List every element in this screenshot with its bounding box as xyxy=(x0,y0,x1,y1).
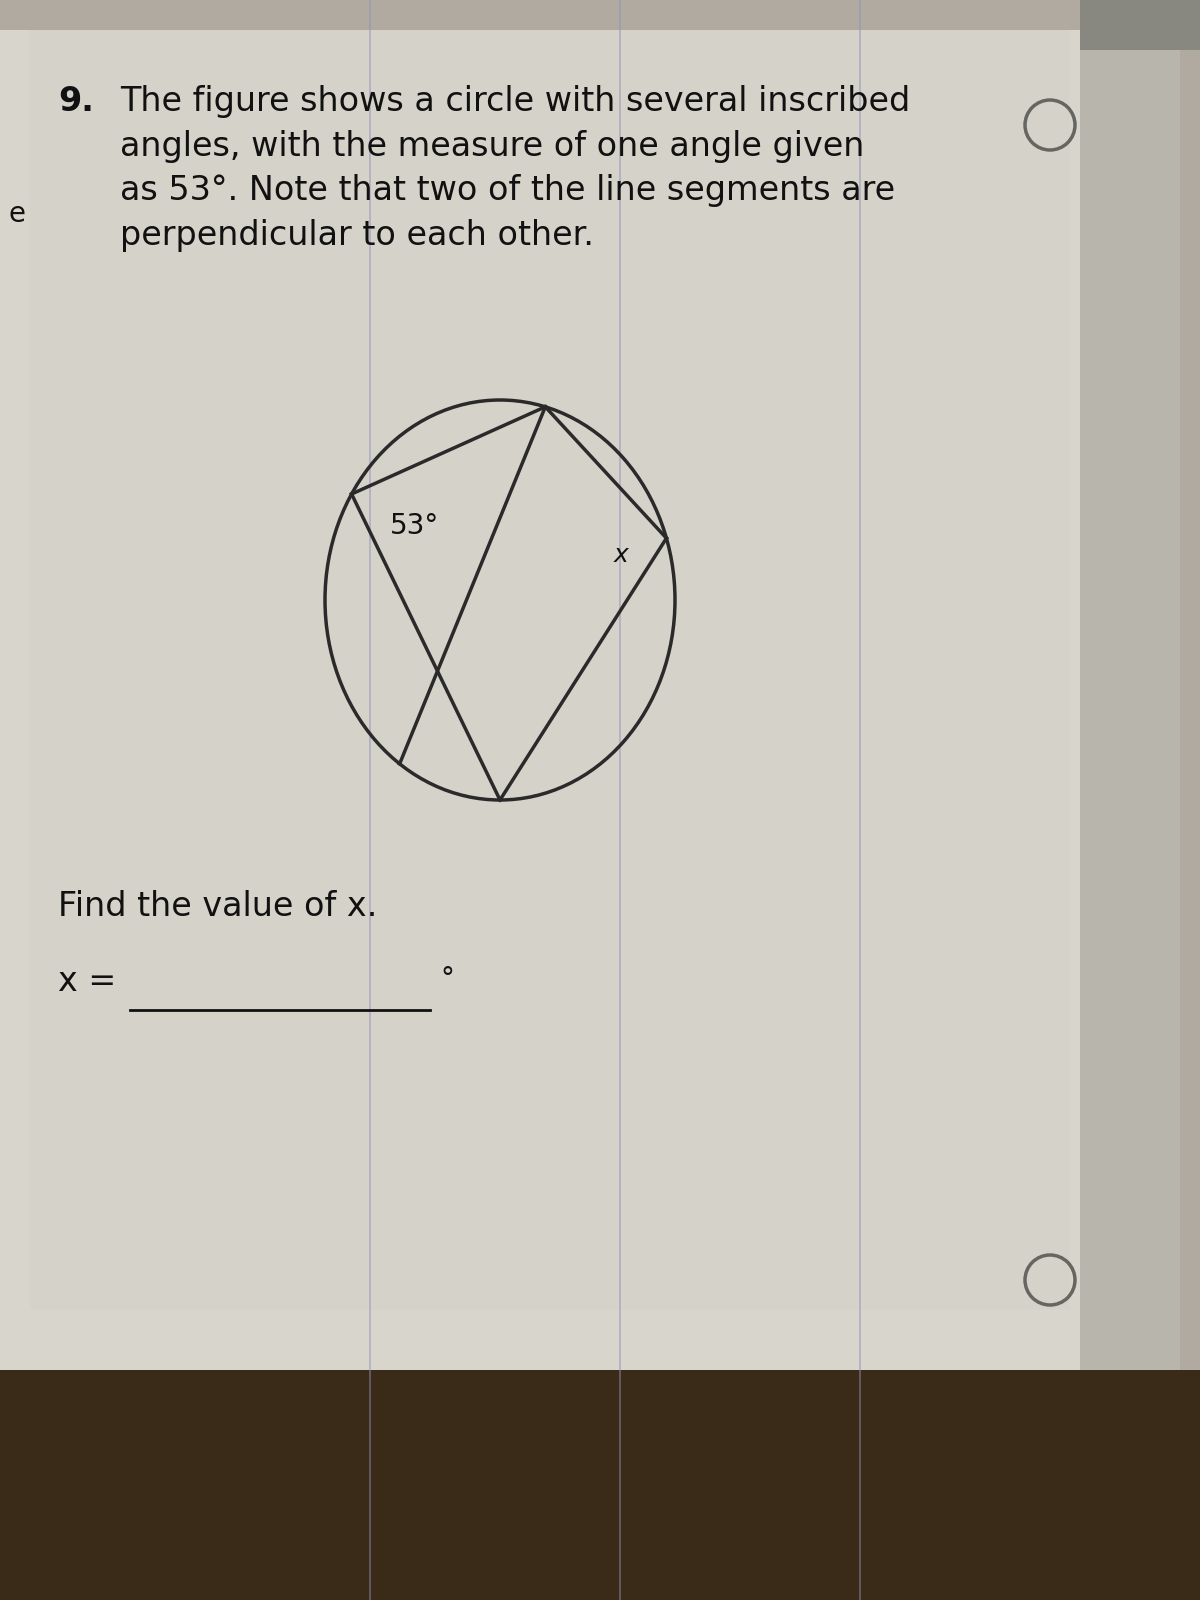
Text: 9.: 9. xyxy=(58,85,94,118)
Bar xyxy=(1080,30,1180,1370)
Text: x =: x = xyxy=(58,965,116,998)
Text: 53°: 53° xyxy=(390,512,439,541)
Text: x: x xyxy=(613,542,629,566)
Text: The figure shows a circle with several inscribed
angles, with the measure of one: The figure shows a circle with several i… xyxy=(120,85,911,253)
Text: Find the value of x.: Find the value of x. xyxy=(58,890,377,923)
Text: e: e xyxy=(8,200,25,227)
Bar xyxy=(1080,0,1200,50)
Bar xyxy=(0,1370,1200,1600)
Bar xyxy=(30,30,1070,1310)
Text: °: ° xyxy=(440,965,454,994)
